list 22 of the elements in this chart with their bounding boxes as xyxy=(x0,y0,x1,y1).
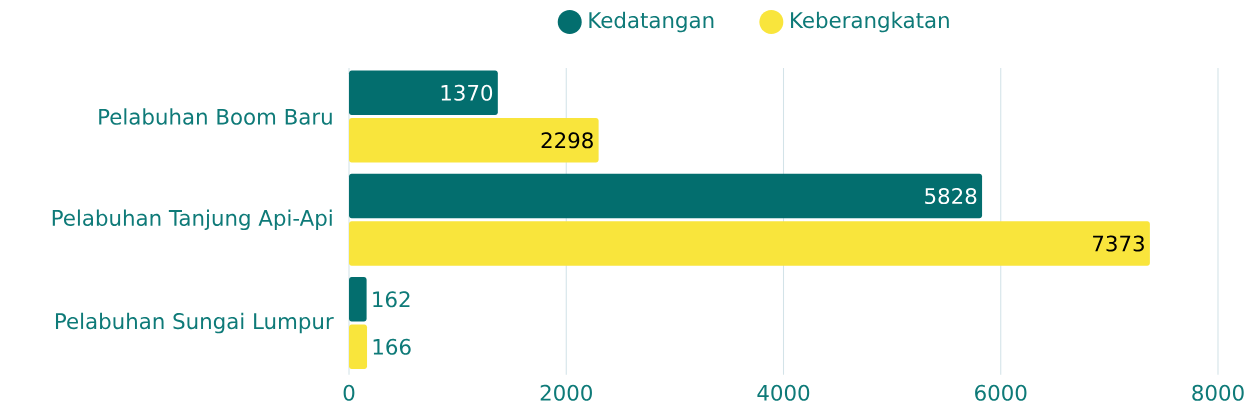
bar xyxy=(349,118,599,163)
data-label: 2298 xyxy=(541,132,593,149)
legend-label: Kedatangan xyxy=(589,11,714,33)
y-tick-label: Pelabuhan Tanjung Api-Api xyxy=(52,209,332,231)
x-tick-label: 8000 xyxy=(1192,384,1244,401)
data-label: 7373 xyxy=(1093,235,1144,252)
x-tick-label: 2000 xyxy=(540,384,592,401)
legend-label: Keberangkatan xyxy=(791,11,949,33)
bar xyxy=(349,70,498,115)
data-label: 1370 xyxy=(441,84,493,101)
bar xyxy=(349,324,368,369)
y-tick-label: Pelabuhan Boom Baru xyxy=(99,108,332,125)
bar xyxy=(349,277,367,322)
x-tick-label: 6000 xyxy=(975,384,1027,401)
x-tick-label: 4000 xyxy=(757,384,810,401)
x-tick-label: 0 xyxy=(343,384,355,401)
data-label: 162 xyxy=(373,291,410,308)
bar xyxy=(349,173,983,219)
y-tick-label: Pelabuhan Sungai Lumpur xyxy=(55,312,334,334)
bar xyxy=(349,221,1150,266)
data-label: 166 xyxy=(373,338,411,355)
data-label: 5828 xyxy=(925,187,977,205)
